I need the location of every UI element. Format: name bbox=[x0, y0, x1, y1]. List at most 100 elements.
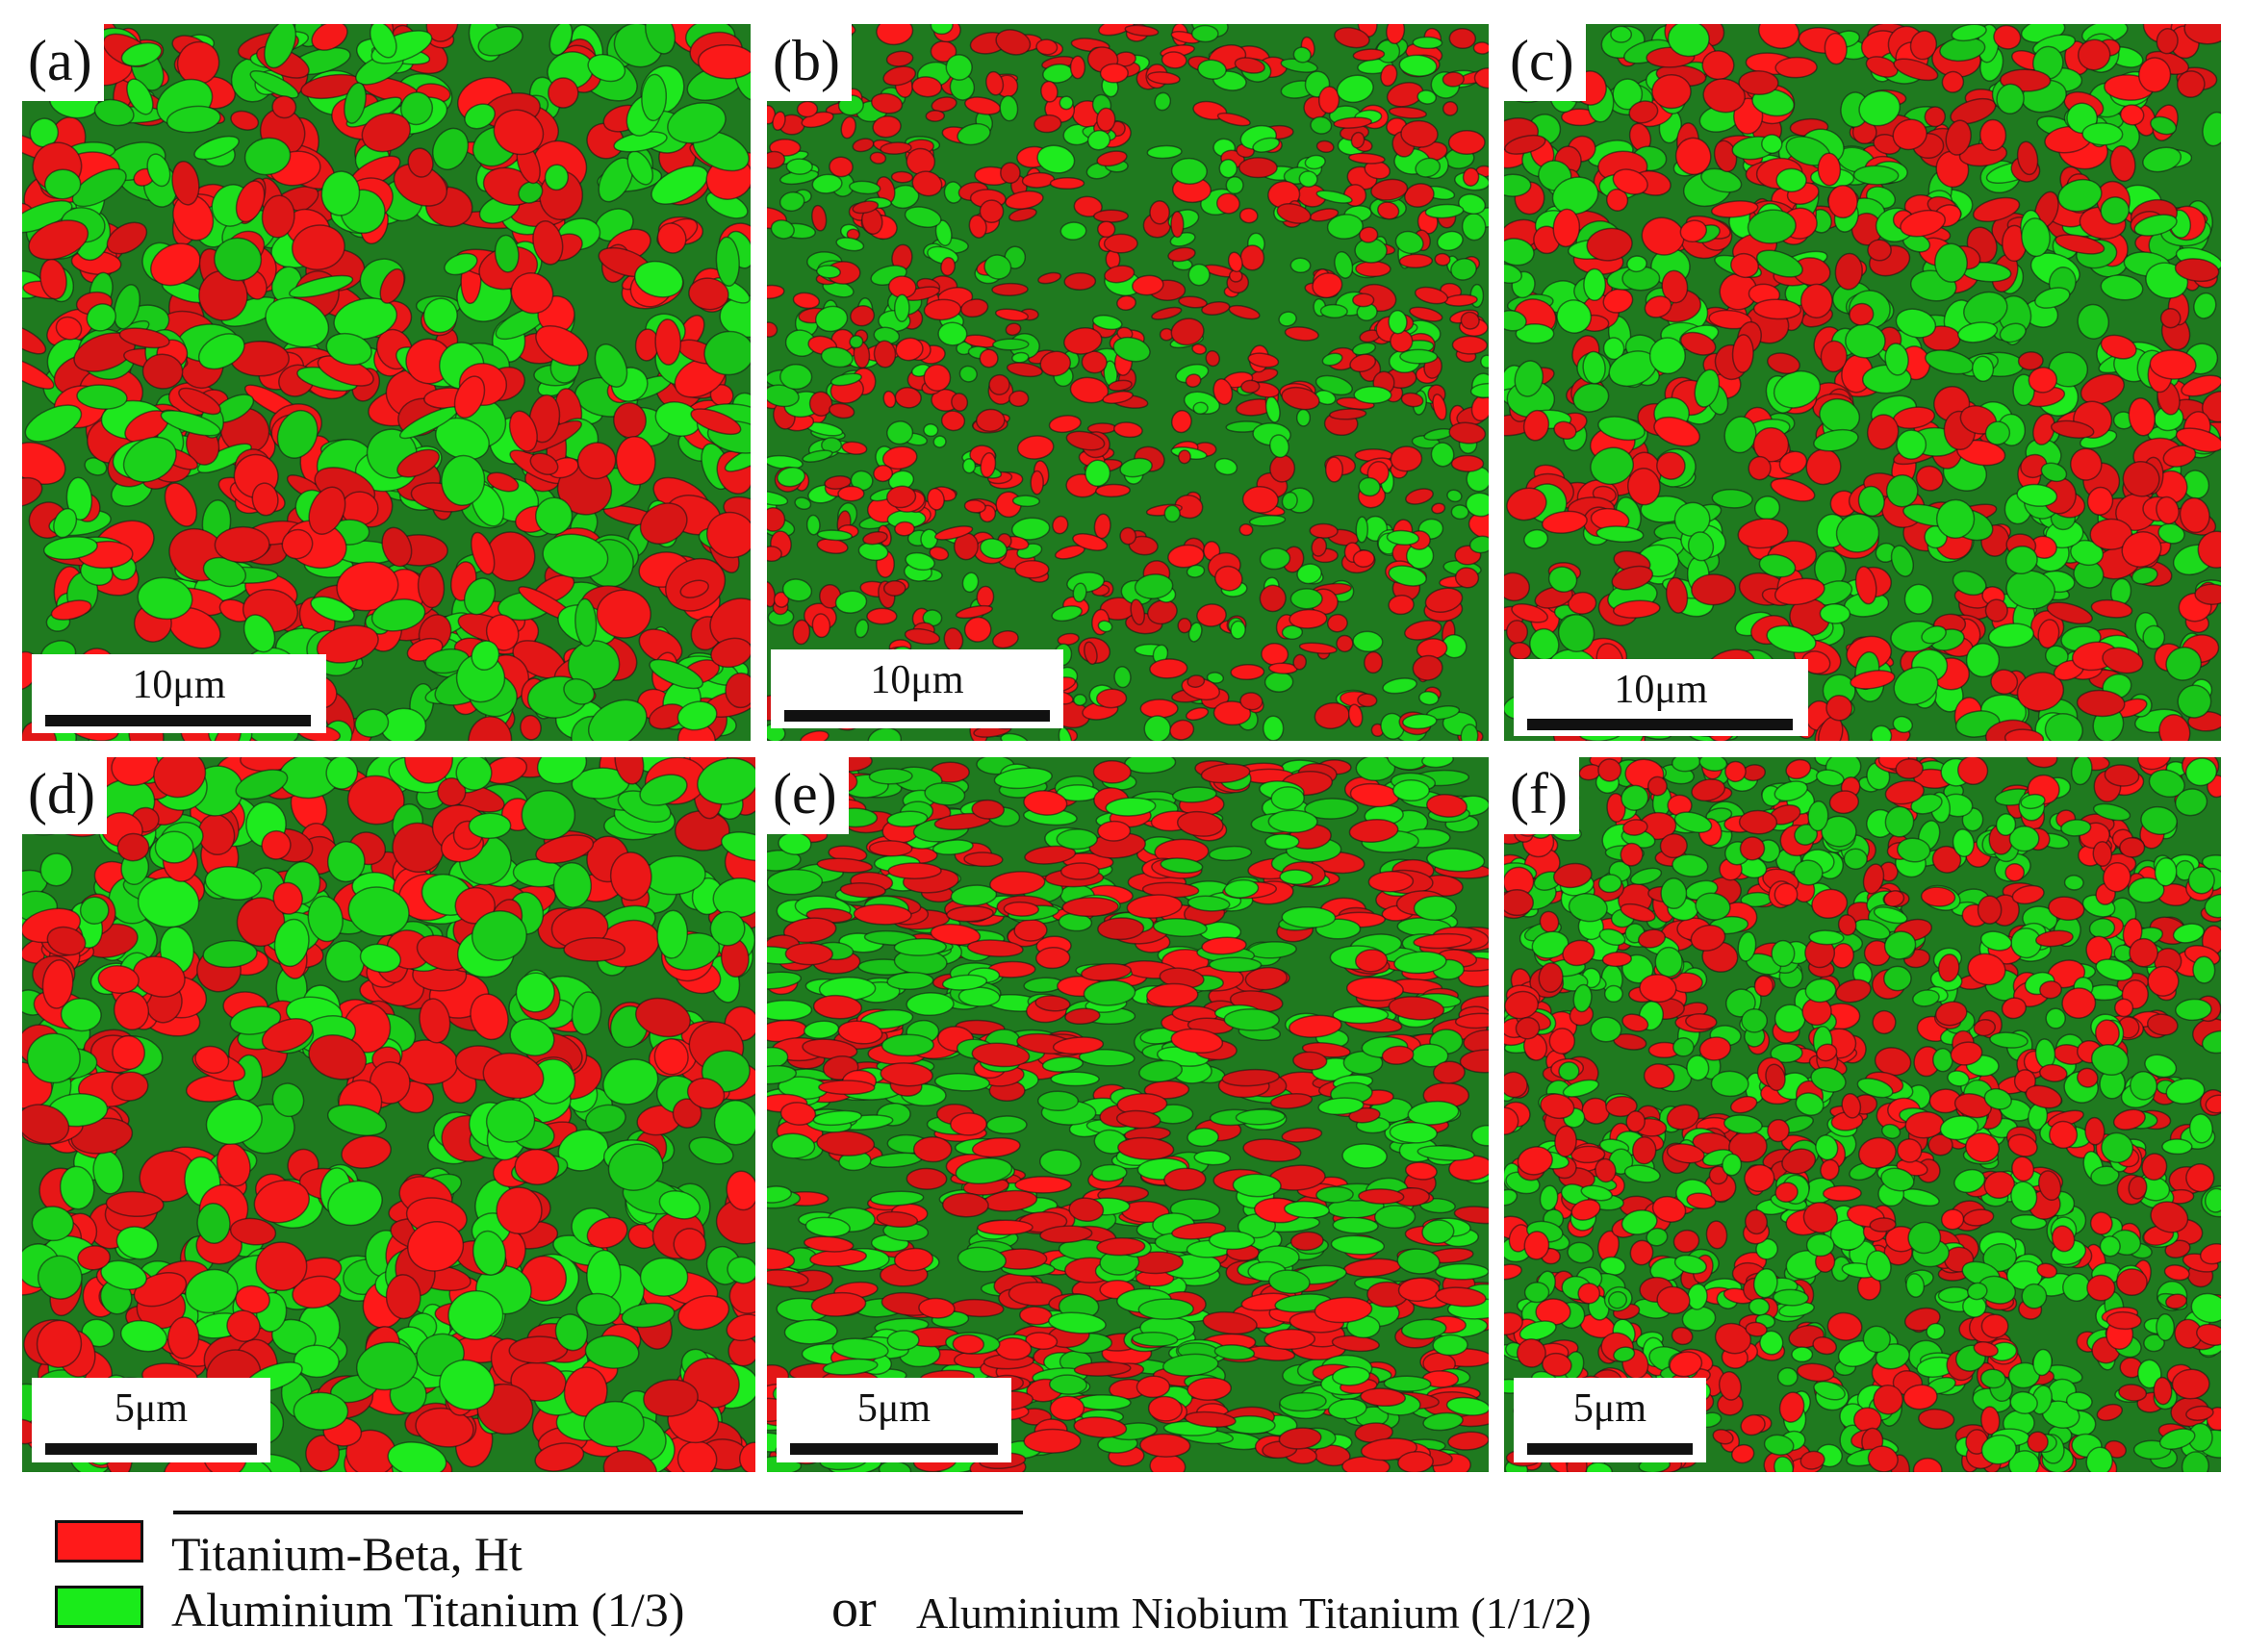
grain-titanium-beta bbox=[1651, 1195, 1687, 1223]
grain-titanium-beta bbox=[1656, 451, 1686, 480]
grain-aluminium-titanium bbox=[1504, 1188, 1519, 1207]
grain-aluminium-titanium bbox=[455, 757, 493, 791]
grain-aluminium-titanium bbox=[2081, 122, 2124, 146]
grain-titanium-beta bbox=[1979, 118, 2007, 152]
grain-titanium-beta bbox=[1505, 620, 1529, 645]
grain-aluminium-titanium bbox=[2137, 1359, 2162, 1389]
grain-titanium-beta bbox=[882, 390, 897, 409]
grain-aluminium-titanium bbox=[1146, 144, 1183, 160]
grain-aluminium-titanium bbox=[359, 943, 401, 974]
grain-titanium-beta bbox=[1104, 265, 1136, 284]
grain-aluminium-titanium bbox=[1186, 564, 1206, 578]
grain-aluminium-titanium bbox=[2070, 539, 2105, 567]
grain-aluminium-titanium bbox=[1382, 677, 1417, 695]
panel-label-b: (b) bbox=[767, 24, 852, 101]
grain-titanium-beta bbox=[1945, 119, 1972, 156]
grain-titanium-beta bbox=[2162, 445, 2197, 468]
grain-titanium-beta bbox=[1620, 902, 1656, 923]
grain-aluminium-titanium bbox=[273, 918, 310, 968]
grain-titanium-beta bbox=[2076, 689, 2126, 718]
grain-titanium-beta bbox=[1646, 775, 1668, 797]
grain-titanium-beta bbox=[862, 530, 888, 546]
grain-titanium-beta bbox=[968, 214, 987, 239]
grain-titanium-beta bbox=[1184, 1411, 1237, 1428]
grain-aluminium-titanium bbox=[2133, 214, 2178, 237]
grain-titanium-beta bbox=[1731, 334, 1754, 373]
grain-titanium-beta bbox=[1065, 430, 1106, 451]
grain-titanium-beta bbox=[639, 502, 688, 545]
grain-aluminium-titanium bbox=[325, 757, 359, 790]
grain-titanium-beta bbox=[116, 832, 150, 862]
grain-aluminium-titanium bbox=[1515, 323, 1555, 344]
grain-titanium-beta bbox=[705, 511, 751, 559]
grain-titanium-beta bbox=[1149, 658, 1188, 679]
grain-titanium-beta bbox=[930, 923, 982, 946]
grain-titanium-beta bbox=[2156, 27, 2179, 55]
grain-titanium-beta bbox=[1767, 352, 1800, 374]
grain-aluminium-titanium bbox=[1373, 1205, 1417, 1230]
grain-aluminium-titanium bbox=[1987, 623, 2035, 648]
grain-titanium-beta bbox=[1215, 192, 1240, 215]
grain-titanium-beta bbox=[1665, 576, 1689, 614]
grain-aluminium-titanium bbox=[122, 436, 177, 483]
grain-aluminium-titanium bbox=[485, 1099, 536, 1143]
grain-aluminium-titanium bbox=[1523, 1282, 1550, 1304]
scale-bar-box-b: 10μm bbox=[771, 649, 1063, 728]
grain-aluminium-titanium bbox=[1870, 724, 1893, 741]
grain-aluminium-titanium bbox=[2143, 1334, 2165, 1353]
grain-titanium-beta bbox=[1541, 510, 1588, 534]
grain-aluminium-titanium bbox=[767, 1064, 798, 1085]
grain-aluminium-titanium bbox=[2157, 522, 2185, 545]
grain-titanium-beta bbox=[1705, 1220, 1728, 1250]
grain-titanium-beta bbox=[792, 292, 821, 310]
panel-f: (f) 5μm bbox=[1504, 757, 2221, 1472]
grain-aluminium-titanium bbox=[1921, 625, 1947, 645]
grain-aluminium-titanium bbox=[713, 1099, 755, 1146]
grain-titanium-beta bbox=[602, 1449, 658, 1472]
grain-aluminium-titanium bbox=[1304, 154, 1326, 170]
grain-titanium-beta bbox=[1504, 1311, 1523, 1335]
grain-aluminium-titanium bbox=[1523, 528, 1549, 549]
grain-titanium-beta bbox=[1400, 392, 1424, 408]
grain-aluminium-titanium bbox=[1435, 1262, 1489, 1281]
grain-titanium-beta bbox=[1309, 522, 1339, 539]
grain-aluminium-titanium bbox=[645, 24, 676, 55]
grain-aluminium-titanium bbox=[1932, 1048, 1953, 1073]
grain-titanium-beta bbox=[1052, 515, 1069, 535]
grain-titanium-beta bbox=[991, 282, 1029, 296]
grain-aluminium-titanium bbox=[71, 167, 127, 208]
grain-titanium-beta bbox=[1627, 467, 1661, 506]
grain-aluminium-titanium bbox=[588, 699, 648, 741]
grain-titanium-beta bbox=[2119, 104, 2145, 126]
grain-aluminium-titanium bbox=[1334, 250, 1354, 279]
grain-aluminium-titanium bbox=[1119, 457, 1153, 478]
grain-titanium-beta bbox=[1712, 1429, 1734, 1445]
grain-titanium-beta bbox=[1196, 603, 1227, 627]
grain-titanium-beta bbox=[979, 348, 999, 369]
grain-aluminium-titanium bbox=[1263, 715, 1285, 741]
grain-aluminium-titanium bbox=[59, 1165, 95, 1210]
grain-titanium-beta bbox=[529, 452, 559, 475]
grain-titanium-beta bbox=[1377, 201, 1400, 220]
grain-titanium-beta bbox=[1170, 318, 1205, 346]
grain-titanium-beta bbox=[1037, 271, 1062, 285]
grain-aluminium-titanium bbox=[1895, 308, 1937, 339]
grain-titanium-beta bbox=[738, 1441, 755, 1472]
grain-titanium-beta bbox=[1702, 78, 1746, 114]
grain-aluminium-titanium bbox=[1672, 1037, 1695, 1057]
grain-titanium-beta bbox=[818, 1080, 876, 1096]
grain-aluminium-titanium bbox=[1048, 1374, 1088, 1395]
grain-titanium-beta bbox=[1092, 759, 1132, 784]
grain-aluminium-titanium bbox=[621, 1302, 676, 1329]
grain-titanium-beta bbox=[923, 364, 952, 392]
grain-aluminium-titanium bbox=[53, 507, 78, 539]
grain-titanium-beta bbox=[904, 627, 941, 646]
grain-titanium-beta bbox=[1201, 936, 1247, 955]
grain-titanium-beta bbox=[1030, 470, 1044, 496]
grain-aluminium-titanium bbox=[639, 1257, 689, 1297]
grain-titanium-beta bbox=[767, 321, 778, 338]
grain-aluminium-titanium bbox=[60, 998, 102, 1032]
grain-aluminium-titanium bbox=[639, 774, 688, 806]
grain-titanium-beta bbox=[1008, 390, 1030, 408]
grain-aluminium-titanium bbox=[1332, 1216, 1379, 1234]
